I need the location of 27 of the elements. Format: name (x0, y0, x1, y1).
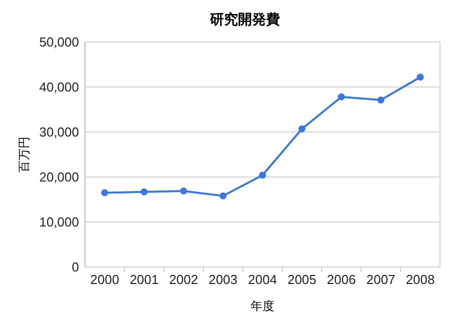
point (298, 125, 306, 132)
x-axis-title: 年度 (250, 299, 274, 313)
point (101, 189, 108, 196)
x-tick-label: 2007 (366, 272, 396, 287)
x-tick-label: 2006 (326, 272, 356, 287)
x-tick-label: 2002 (169, 272, 198, 287)
y-tick-label: 0 (72, 260, 79, 275)
x-tick-label: 2005 (287, 272, 316, 287)
point (416, 74, 424, 81)
x-tick-label: 2000 (90, 272, 120, 287)
point (377, 96, 384, 104)
point (180, 187, 188, 194)
y-tick-label: 10,000 (39, 214, 79, 230)
x-tick-label: 2004 (248, 272, 277, 287)
y-tick-label: 40,000 (39, 80, 79, 95)
y-tick-label: 50,000 (39, 34, 79, 50)
y-axis-title: 百万円 (17, 136, 31, 172)
point (338, 93, 345, 100)
x-tick-label: 2008 (406, 272, 435, 287)
y-tick-label: 20,000 (39, 170, 79, 185)
y-tick-label: 30,000 (39, 124, 79, 140)
chart-title: 研究開発費 (209, 11, 280, 27)
point (259, 172, 266, 179)
x-tick-label: 2003 (208, 272, 238, 287)
point (220, 192, 227, 200)
x-tick-label: 2001 (130, 272, 159, 287)
point (140, 188, 148, 196)
